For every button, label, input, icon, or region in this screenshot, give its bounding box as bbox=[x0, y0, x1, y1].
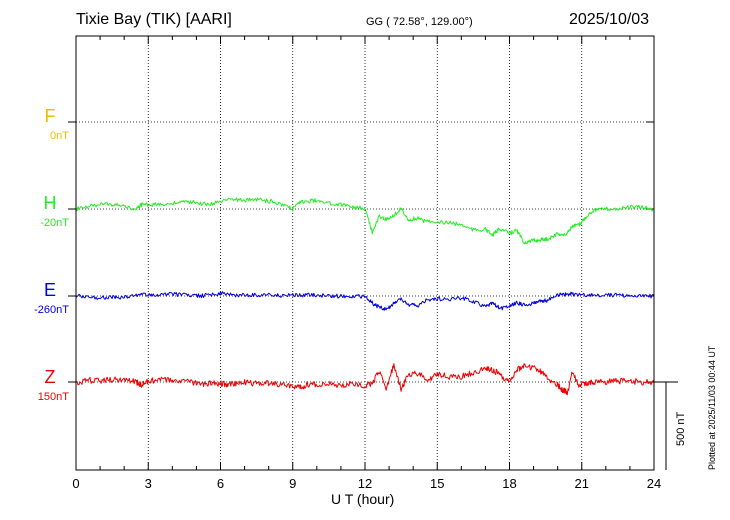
scale-bar-label: 500 nT bbox=[675, 411, 687, 446]
channel-f-name: F bbox=[44, 106, 56, 126]
scale-bar: 500 nT bbox=[654, 381, 687, 470]
x-tick-label: 0 bbox=[72, 476, 79, 491]
x-tick-label: 9 bbox=[289, 476, 296, 491]
x-tick-label: 21 bbox=[575, 476, 589, 491]
x-tick-label: 18 bbox=[502, 476, 516, 491]
channel-h-name: H bbox=[43, 193, 57, 213]
plotted-at-label: Plotted at 2025/11/03 00:44 UT bbox=[707, 345, 717, 470]
channel-z-name: Z bbox=[44, 367, 56, 387]
x-tick-label: 24 bbox=[647, 476, 661, 491]
date-label: 2025/10/03 bbox=[569, 11, 650, 28]
coordinates-label: GG ( 72.58°, 129.00°) bbox=[366, 16, 473, 28]
series-layer bbox=[75, 197, 655, 396]
x-tick-label: 12 bbox=[358, 476, 372, 491]
series-line-e bbox=[75, 291, 655, 311]
station-title: Tixie Bay (TIK) [AARI] bbox=[76, 11, 232, 28]
channel-e-name: E bbox=[43, 280, 56, 300]
channel-h-baseline: -20nT bbox=[40, 217, 69, 229]
x-axis-ticks: 0 3 6 9 12 15 18 21 24 bbox=[72, 36, 661, 491]
x-tick-label: 6 bbox=[217, 476, 224, 491]
grid bbox=[68, 36, 654, 470]
series-line-z bbox=[75, 363, 655, 396]
x-axis-title: U T (hour) bbox=[331, 491, 395, 507]
x-tick-label: 15 bbox=[430, 476, 444, 491]
series-line-h bbox=[75, 197, 655, 245]
channel-f-baseline: 0nT bbox=[50, 130, 69, 142]
channel-z-baseline: 150nT bbox=[37, 391, 69, 403]
channel-e-baseline: -260nT bbox=[34, 304, 69, 316]
x-tick-label: 3 bbox=[145, 476, 152, 491]
